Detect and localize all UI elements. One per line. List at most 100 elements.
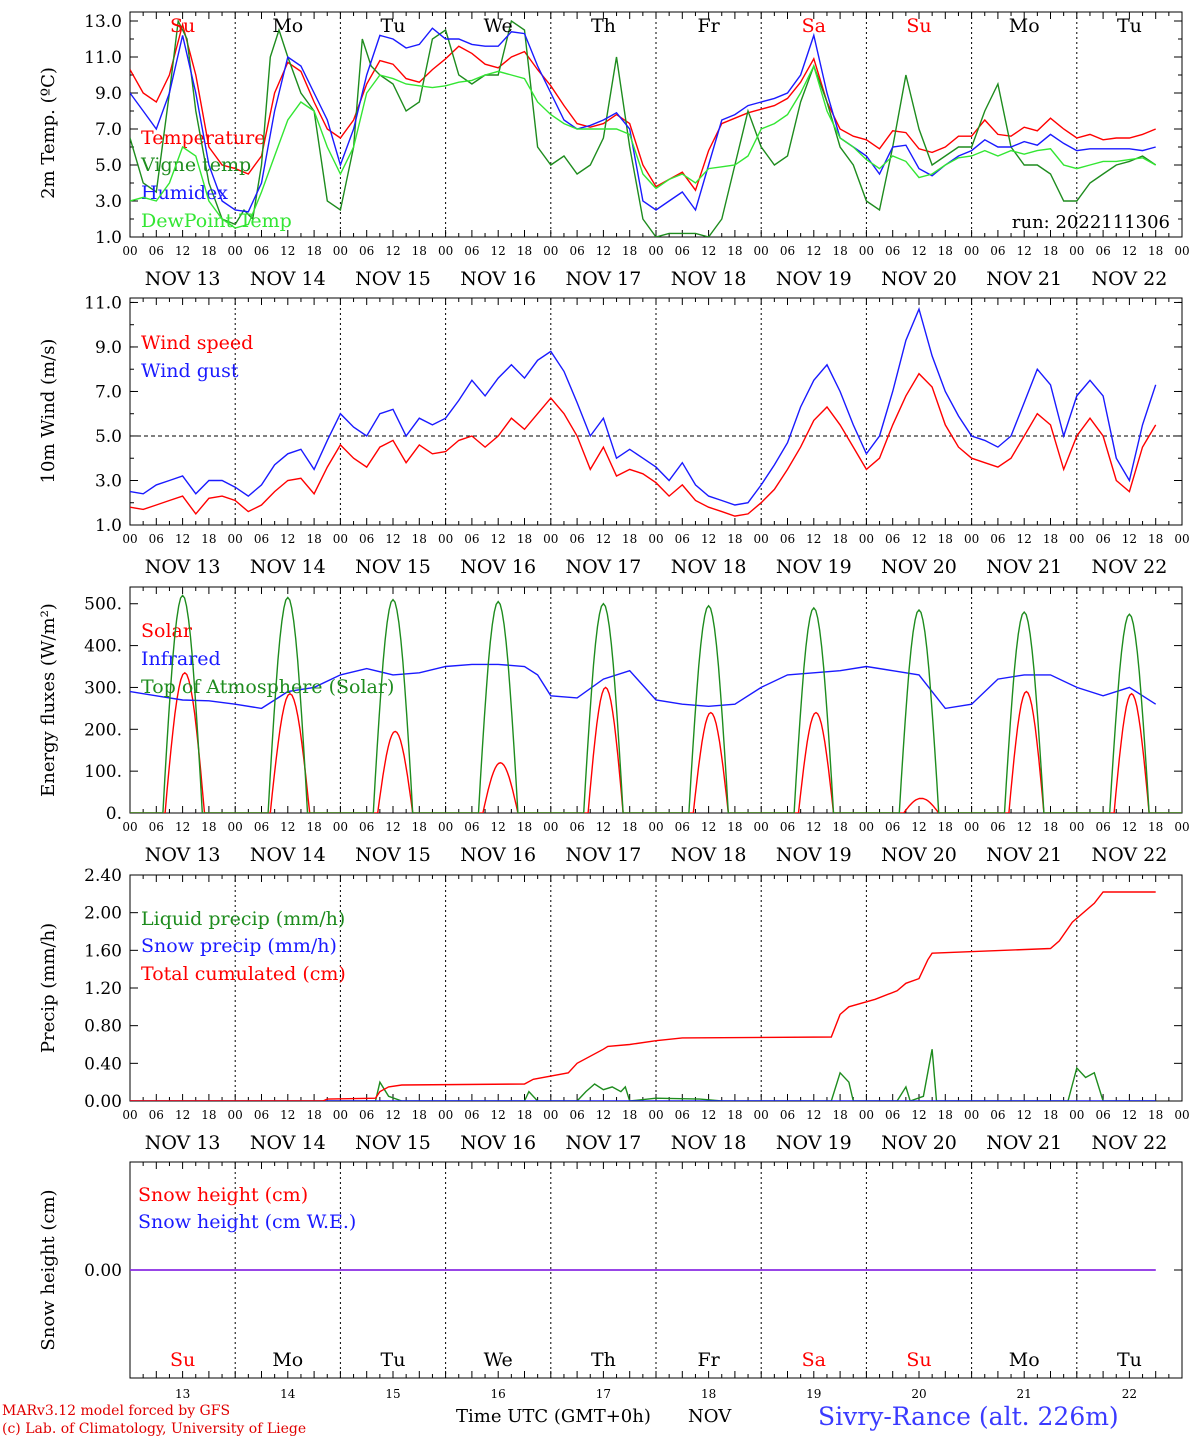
hour-tick-label: 12 <box>175 820 190 834</box>
day-abbr-top: Tu <box>381 15 406 37</box>
hour-tick-label: 12 <box>806 244 821 258</box>
hour-tick-label: 12 <box>280 532 295 546</box>
legend-entry: Wind speed <box>141 332 253 354</box>
series-line-blue <box>130 306 1157 506</box>
day-number: 19 <box>806 1387 821 1400</box>
hour-tick-label: 06 <box>1095 532 1110 546</box>
hour-tick-label: 06 <box>1095 820 1110 834</box>
hour-tick-label: 00 <box>122 244 137 258</box>
hour-tick-label: 18 <box>938 1108 953 1122</box>
date-label: NOV 14 <box>250 1132 326 1154</box>
hour-tick-label: 00 <box>228 532 243 546</box>
hour-tick-label: 00 <box>648 532 663 546</box>
hour-tick-label: 18 <box>727 244 742 258</box>
hour-tick-label: 00 <box>1174 1108 1189 1122</box>
y-tick-label: 2.00 <box>84 904 122 924</box>
day-abbr-top: Su <box>170 15 195 37</box>
hour-tick-label: 06 <box>569 820 584 834</box>
hour-tick-label: 12 <box>701 532 716 546</box>
hour-tick-label: 06 <box>780 532 795 546</box>
hour-tick-label: 06 <box>359 244 374 258</box>
hour-tick-label: 00 <box>1174 244 1189 258</box>
date-label: NOV 22 <box>1091 268 1167 290</box>
y-tick-label: 300. <box>84 678 122 698</box>
day-number: 16 <box>491 1387 506 1400</box>
day-abbr-top: Sa <box>802 15 826 37</box>
hour-tick-label: 12 <box>596 1108 611 1122</box>
legend-entry: Top of Atmosphere (Solar) <box>141 676 394 698</box>
day-number: 18 <box>701 1387 716 1400</box>
date-label: NOV 16 <box>460 556 536 578</box>
hour-tick-label: 06 <box>149 244 164 258</box>
hour-tick-label: 00 <box>228 820 243 834</box>
hour-tick-label: 12 <box>1122 1108 1137 1122</box>
date-label: NOV 21 <box>986 556 1062 578</box>
hour-tick-label: 18 <box>1043 532 1058 546</box>
x-axis-month: NOV <box>688 1406 732 1427</box>
y-tick-label: 2.40 <box>84 866 122 886</box>
legend-entry: Humidex <box>141 182 228 204</box>
hour-tick-label: 00 <box>543 1108 558 1122</box>
date-label: NOV 17 <box>565 1132 641 1154</box>
hour-tick-label: 00 <box>754 244 769 258</box>
hour-tick-label: 00 <box>1069 244 1084 258</box>
date-label: NOV 19 <box>776 1132 852 1154</box>
hour-tick-label: 18 <box>517 244 532 258</box>
date-label: NOV 18 <box>671 844 747 866</box>
hour-tick-label: 18 <box>201 1108 216 1122</box>
y-tick-label: 7.0 <box>95 120 122 140</box>
hour-tick-label: 18 <box>517 820 532 834</box>
hour-tick-label: 00 <box>754 532 769 546</box>
y-tick-label: 500. <box>84 595 122 615</box>
hour-tick-label: 18 <box>832 820 847 834</box>
date-label: NOV 21 <box>986 1132 1062 1154</box>
hour-tick-label: 00 <box>438 820 453 834</box>
series-line-green <box>130 18 1157 237</box>
hour-tick-label: 00 <box>964 1108 979 1122</box>
hour-tick-label: 00 <box>1069 820 1084 834</box>
hour-tick-label: 18 <box>622 532 637 546</box>
hour-tick-label: 12 <box>1017 532 1032 546</box>
hour-tick-label: 06 <box>990 244 1005 258</box>
y-tick-label: 0.00 <box>84 1092 122 1112</box>
date-label: NOV 22 <box>1091 1132 1167 1154</box>
x-axis-label: Time UTC (GMT+0h) <box>456 1406 651 1427</box>
hour-tick-label: 18 <box>412 820 427 834</box>
hour-tick-label: 12 <box>280 820 295 834</box>
date-label: NOV 20 <box>881 268 957 290</box>
hour-tick-label: 12 <box>1122 820 1137 834</box>
plot-frame <box>129 297 1183 526</box>
series-line-blue <box>130 663 1157 710</box>
legend-entry: Infrared <box>141 648 221 670</box>
hour-tick-label: 18 <box>727 532 742 546</box>
panel-2: 1.0 3.0 5.0 7.0 9.0 11.0 10m Wind (m/s) Wind sp… <box>38 293 1190 578</box>
hour-tick-label: 06 <box>675 244 690 258</box>
hour-tick-label: 12 <box>280 244 295 258</box>
date-label: NOV 14 <box>250 556 326 578</box>
y-tick-label: 11.0 <box>84 293 122 313</box>
date-label: NOV 13 <box>145 844 221 866</box>
hour-tick-label: 06 <box>569 244 584 258</box>
hour-tick-label: 06 <box>780 820 795 834</box>
station-name: Sivry-Rance (alt. 226m) <box>818 1402 1119 1431</box>
hour-tick-label: 18 <box>1148 1108 1163 1122</box>
hour-tick-label: 06 <box>675 820 690 834</box>
hour-tick-label: 18 <box>622 244 637 258</box>
hour-tick-label: 18 <box>1043 244 1058 258</box>
day-number: 17 <box>596 1387 611 1400</box>
date-label: NOV 21 <box>986 844 1062 866</box>
hour-tick-label: 12 <box>596 820 611 834</box>
legend-entry: Snow precip (mm/h) <box>141 935 337 957</box>
hour-tick-label: 18 <box>517 532 532 546</box>
legend-entry: DewPoint Temp <box>141 210 292 232</box>
day-abbr-bottom: Su <box>170 1349 195 1371</box>
hour-tick-label: 18 <box>622 1108 637 1122</box>
hour-tick-label: 18 <box>201 244 216 258</box>
hour-tick-label: 00 <box>122 532 137 546</box>
hour-tick-label: 00 <box>648 1108 663 1122</box>
hour-tick-label: 18 <box>727 820 742 834</box>
y-tick-label: 11.0 <box>84 48 122 68</box>
hour-tick-label: 18 <box>1148 532 1163 546</box>
meteogram-chart: 1.0 3.0 5.0 7.0 9.0 11.0 13.0 2m Temp. (ºC) Temp… <box>38 11 1190 1400</box>
hour-tick-label: 12 <box>175 532 190 546</box>
